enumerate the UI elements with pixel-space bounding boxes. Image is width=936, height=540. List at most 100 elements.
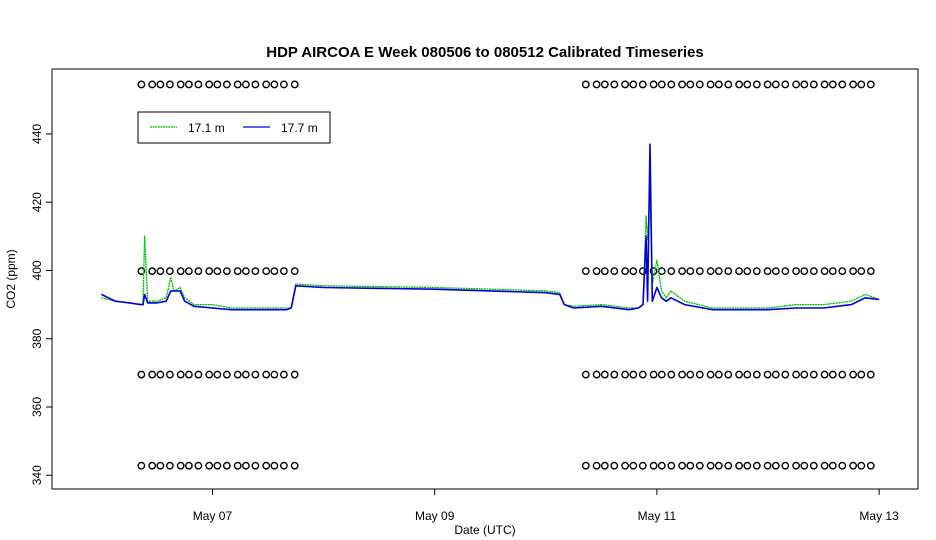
calibration-point: [657, 370, 666, 379]
calibration-point: [735, 370, 744, 379]
calibration-point: [137, 461, 146, 470]
calibration-point: [857, 267, 866, 276]
y-tick-label: 380: [30, 328, 44, 348]
calibration-point: [222, 267, 231, 276]
legend-label-17-1m: 17.1 m: [188, 121, 225, 135]
calibration-point: [743, 370, 752, 379]
calibration-point: [592, 370, 601, 379]
calibration-point: [621, 80, 630, 89]
calibration-point: [165, 80, 174, 89]
calibration-point: [838, 80, 847, 89]
calibration-point: [262, 267, 271, 276]
calibration-point: [176, 80, 185, 89]
series-lines: [101, 143, 880, 311]
calibration-point: [866, 80, 875, 89]
calibration-point: [600, 370, 609, 379]
y-tick-label: 360: [30, 397, 44, 417]
calibration-point: [866, 461, 875, 470]
calibration-point: [781, 461, 790, 470]
calibration-point: [714, 461, 723, 470]
calibration-point: [581, 267, 590, 276]
calibration-point: [156, 461, 165, 470]
calibration-point: [763, 370, 772, 379]
calibration-point: [781, 80, 790, 89]
calibration-point: [714, 80, 723, 89]
calibration-point: [743, 461, 752, 470]
y-tick-label: 420: [30, 192, 44, 212]
calibration-point: [156, 267, 165, 276]
calibration-point: [592, 80, 601, 89]
calibration-point: [800, 461, 809, 470]
calibration-point: [184, 370, 193, 379]
calibration-point: [629, 461, 638, 470]
calibration-point: [241, 80, 250, 89]
calibration-point: [184, 461, 193, 470]
y-tick-label: 400: [30, 260, 44, 280]
calibration-point: [270, 267, 279, 276]
calibration-point: [194, 370, 203, 379]
calibration-point: [667, 461, 676, 470]
calibration-point: [686, 370, 695, 379]
calibration-point: [205, 267, 214, 276]
calibration-point: [262, 370, 271, 379]
calibration-point: [638, 370, 647, 379]
calibration-point: [800, 370, 809, 379]
y-axis: 340 360 380 400 420 440: [30, 124, 53, 485]
calibration-point: [678, 370, 687, 379]
x-axis: May 07 May 09 May 11 May 13: [193, 488, 899, 523]
calibration-point: [233, 267, 242, 276]
calibration-point: [222, 80, 231, 89]
calibration-point: [581, 461, 590, 470]
calibration-point: [678, 80, 687, 89]
calibration-point: [213, 80, 222, 89]
calibration-point: [610, 80, 619, 89]
calibration-point: [771, 370, 780, 379]
calibration-point: [781, 370, 790, 379]
calibration-point: [771, 461, 780, 470]
calibration-point: [706, 80, 715, 89]
legend-label-17-7m: 17.7 m: [281, 121, 318, 135]
calibration-point: [678, 267, 687, 276]
calibration-point: [724, 80, 733, 89]
calibration-point: [241, 461, 250, 470]
calibration-point: [279, 80, 288, 89]
calibration-point: [638, 267, 647, 276]
calibration-point: [581, 370, 590, 379]
calibration-point: [820, 461, 829, 470]
calibration-point: [792, 370, 801, 379]
calibration-point: [184, 80, 193, 89]
chart-title: HDP AIRCOA E Week 080506 to 080512 Calib…: [266, 44, 703, 61]
calibration-point: [600, 461, 609, 470]
calibration-point: [838, 267, 847, 276]
calibration-point: [592, 461, 601, 470]
calibration-point: [706, 267, 715, 276]
calibration-point: [792, 80, 801, 89]
calibration-point: [857, 80, 866, 89]
calibration-point: [233, 80, 242, 89]
calibration-point: [165, 370, 174, 379]
x-axis-title: Date (UTC): [454, 523, 515, 537]
calibration-point: [279, 267, 288, 276]
calibration-point: [137, 80, 146, 89]
calibration-point: [176, 461, 185, 470]
calibration-point: [667, 80, 676, 89]
calibration-point: [828, 267, 837, 276]
calibration-point: [156, 370, 165, 379]
calibration-point: [771, 267, 780, 276]
calibration-point: [270, 370, 279, 379]
calibration-point: [610, 267, 619, 276]
calibration-point: [838, 370, 847, 379]
calibration-point: [649, 267, 658, 276]
calibration-point: [809, 461, 818, 470]
calibration-point: [148, 461, 157, 470]
calibration-point: [194, 80, 203, 89]
calibration-point: [610, 461, 619, 470]
calibration-point: [290, 80, 299, 89]
series-line-17-1-m: [101, 191, 880, 309]
calibration-point: [251, 267, 260, 276]
calibration-point: [695, 267, 704, 276]
legend: 17.1 m 17.7 m: [137, 111, 331, 144]
calibration-point: [156, 80, 165, 89]
calibration-point: [724, 267, 733, 276]
calibration-point: [838, 461, 847, 470]
